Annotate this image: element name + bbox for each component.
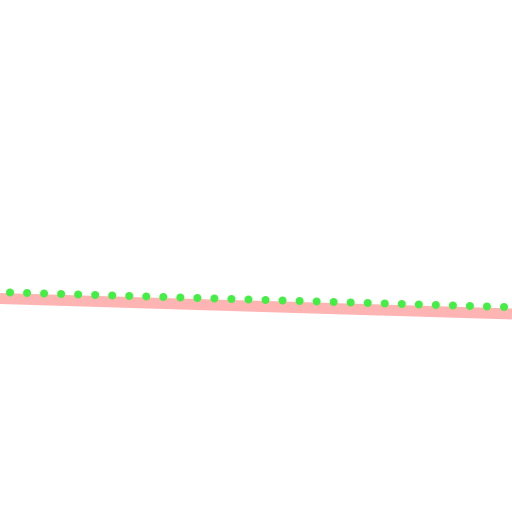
green-dot [227,295,236,303]
green-dot [448,301,457,310]
green-dot [6,288,14,297]
green-dot [176,293,185,302]
green-dot [57,290,66,298]
green-dot [380,299,389,308]
green-dot [295,297,304,305]
green-dot [312,297,321,306]
green-dot [482,302,491,311]
green-dot [261,296,270,304]
dot-row [6,288,508,311]
green-dot [500,303,508,311]
green-dot [346,298,355,307]
green-dot [363,299,372,307]
green-dot [278,296,287,305]
green-dot [91,291,100,299]
green-dot [159,293,168,301]
green-dot [397,300,406,308]
green-dot [414,300,423,309]
green-dot [142,292,151,301]
pink-line [0,293,512,320]
green-dot [193,294,202,302]
green-dot [329,298,338,306]
green-dot [210,294,219,303]
green-dot [431,301,440,309]
green-dot [244,295,253,304]
green-dot [74,290,83,299]
green-dot [23,289,32,297]
green-dot [125,292,134,300]
green-dot [465,302,474,310]
green-dot [40,289,49,298]
green-dot [108,291,117,300]
